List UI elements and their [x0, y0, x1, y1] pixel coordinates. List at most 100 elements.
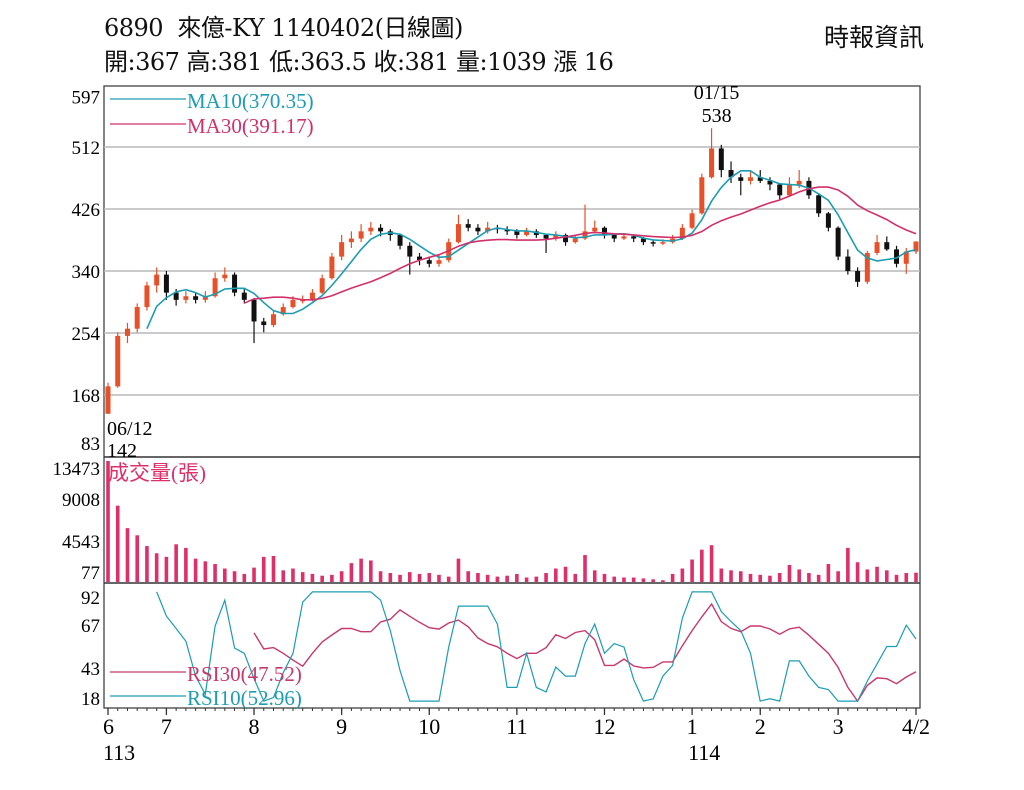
- volume-bar: [631, 577, 636, 582]
- volume-bar: [261, 556, 266, 582]
- candle-body: [689, 213, 695, 228]
- candle-body: [796, 180, 802, 185]
- x-month-label: 6: [103, 714, 114, 739]
- volume-bar: [563, 566, 568, 582]
- volume-label: 成交量(張): [108, 461, 206, 485]
- candle-body: [426, 260, 432, 264]
- candle-body: [650, 242, 656, 244]
- volume-bar: [855, 562, 860, 582]
- volume-bar: [135, 535, 140, 582]
- candle-body: [718, 148, 724, 171]
- candle-body: [290, 299, 296, 308]
- candle-body: [144, 285, 150, 308]
- candle-body: [154, 274, 160, 286]
- chart-title: 6890 來億-KY 1140402(日線圖): [104, 14, 463, 42]
- candle-body: [563, 234, 569, 243]
- candle-body: [631, 236, 637, 239]
- candle-body: [855, 271, 861, 282]
- x-month-label: 3: [833, 714, 844, 739]
- candle-body: [124, 328, 130, 336]
- volume-bar: [369, 560, 373, 582]
- volume-bar: [865, 569, 870, 582]
- volume-bar: [894, 574, 899, 582]
- candle-body: [270, 314, 276, 326]
- volume-bar: [816, 574, 821, 582]
- volume-bar: [544, 573, 548, 582]
- volume-bar: [904, 573, 909, 582]
- volume-bar: [388, 573, 393, 582]
- candle-body: [134, 307, 140, 329]
- candle-body: [193, 296, 199, 300]
- candle-body: [572, 238, 578, 243]
- candle-body: [709, 148, 715, 178]
- volume-bar: [884, 570, 889, 582]
- candle-body: [553, 234, 559, 239]
- volume-tick-label: 9008: [62, 490, 100, 511]
- candle-body: [309, 292, 315, 300]
- volume-bar: [271, 555, 276, 582]
- volume-bar: [349, 563, 354, 582]
- volume-bar: [602, 573, 607, 582]
- candle-body: [640, 238, 646, 243]
- volume-bar: [592, 570, 597, 582]
- volume-bar: [875, 566, 879, 582]
- volume-bar: [106, 461, 110, 582]
- price-tick-label: 597: [72, 88, 101, 109]
- volume-bar: [437, 574, 441, 582]
- volume-bar: [622, 577, 626, 582]
- candle-body: [417, 256, 423, 261]
- volume-bar: [485, 574, 490, 582]
- candle-body: [835, 227, 841, 257]
- volume-bar: [320, 575, 324, 582]
- volume-bar: [914, 572, 918, 582]
- candle-body: [241, 292, 247, 300]
- candle-body: [601, 227, 607, 235]
- candle-body: [592, 227, 598, 232]
- rsi30-line: [253, 602, 917, 703]
- candle-body: [251, 299, 257, 322]
- price-tick-label: 340: [72, 262, 101, 283]
- candle-body: [378, 227, 384, 232]
- volume-bar: [154, 553, 159, 582]
- ma30-line: [243, 186, 917, 304]
- candle-body: [212, 278, 218, 297]
- ma30-legend-label: MA30(391.17): [187, 114, 314, 138]
- volume-bar: [690, 559, 694, 582]
- candle-body: [845, 256, 851, 271]
- volume-bar: [359, 558, 363, 582]
- x-month-label: 4/2: [902, 714, 930, 739]
- candle-body: [407, 245, 413, 257]
- volume-bar: [505, 575, 509, 582]
- candle-body: [748, 177, 754, 181]
- candle-body: [524, 231, 530, 235]
- volume-bar: [242, 573, 247, 582]
- volume-bar: [213, 564, 217, 582]
- volume-bar: [174, 544, 178, 582]
- rsi10-legend-label: RSI10(52.96): [187, 686, 302, 710]
- price-tick-label: 83: [81, 434, 100, 455]
- candle-body: [786, 184, 792, 196]
- rsi-tick-label: 67: [81, 616, 100, 637]
- price-tick-label: 168: [72, 386, 101, 407]
- candle-body: [514, 231, 520, 235]
- x-month-label: 7: [161, 714, 172, 739]
- candle-body: [339, 242, 345, 257]
- volume-bar: [787, 564, 792, 582]
- ma10-legend-label: MA10(370.35): [187, 89, 314, 113]
- candle-body: [738, 177, 744, 181]
- volume-bar: [495, 576, 500, 582]
- volume-bar: [846, 547, 850, 582]
- candle-body: [864, 252, 870, 282]
- candle-body: [455, 224, 461, 243]
- low-date-annotation: 06/12: [107, 418, 153, 440]
- x-year-label: 114: [688, 740, 720, 765]
- low-value-annotation: 142: [107, 440, 137, 462]
- volume-bar: [748, 573, 753, 582]
- volume-bar: [729, 570, 733, 582]
- volume-bar: [661, 580, 665, 582]
- candle-body: [202, 296, 208, 300]
- rsi30-legend-label: RSI30(47.52): [187, 662, 302, 686]
- x-month-label: 12: [593, 714, 615, 739]
- volume-bar: [836, 571, 840, 582]
